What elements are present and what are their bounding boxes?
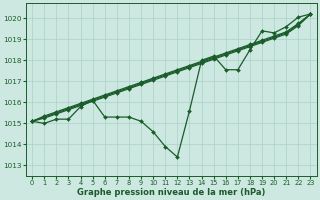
- X-axis label: Graphe pression niveau de la mer (hPa): Graphe pression niveau de la mer (hPa): [77, 188, 266, 197]
